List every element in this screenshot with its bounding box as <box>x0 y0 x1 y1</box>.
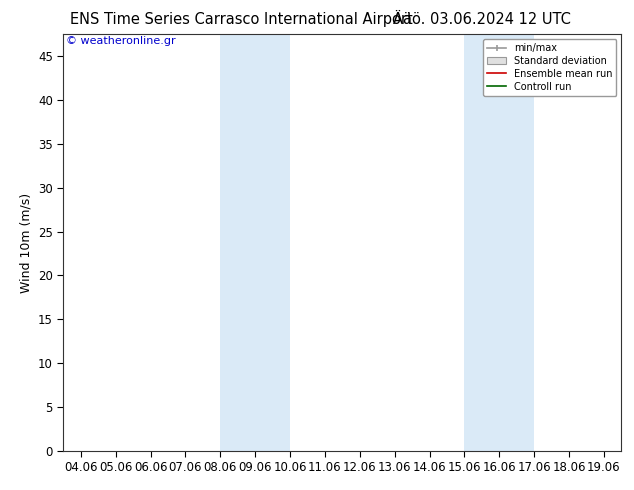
Bar <box>221 34 290 451</box>
Y-axis label: Wind 10m (m/s): Wind 10m (m/s) <box>20 193 32 293</box>
Text: ENS Time Series Carrasco International Airport: ENS Time Series Carrasco International A… <box>70 12 412 27</box>
Legend: min/max, Standard deviation, Ensemble mean run, Controll run: min/max, Standard deviation, Ensemble me… <box>483 39 616 96</box>
Text: © weatheronline.gr: © weatheronline.gr <box>66 36 176 47</box>
Bar <box>464 34 534 451</box>
Text: Ääö. 03.06.2024 12 UTC: Ääö. 03.06.2024 12 UTC <box>393 12 571 27</box>
